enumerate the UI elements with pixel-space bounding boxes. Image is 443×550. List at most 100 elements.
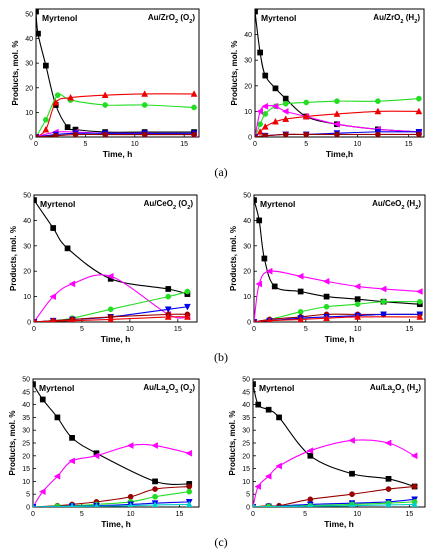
data-point xyxy=(261,123,269,130)
data-point xyxy=(282,95,289,102)
y-tick-label: 50 xyxy=(243,193,251,200)
x-axis-label: Time, h xyxy=(324,519,354,529)
y-tick-label: 10 xyxy=(243,294,251,301)
x-axis-label: Time, h xyxy=(101,334,131,344)
data-point xyxy=(54,92,61,99)
data-point xyxy=(333,120,340,128)
y-tick-label: 30 xyxy=(22,428,30,435)
caption-a: (a) xyxy=(214,165,227,179)
chart-title: Au/La2O3 (O2) xyxy=(143,383,195,395)
data-point xyxy=(107,315,114,322)
data-point xyxy=(43,62,49,69)
chart-title: Au/La2O3 (H2) xyxy=(370,383,422,395)
data-point xyxy=(262,132,269,137)
data-point xyxy=(152,486,158,492)
data-point xyxy=(64,245,71,252)
data-point xyxy=(253,381,256,387)
data-point xyxy=(333,110,341,117)
data-point xyxy=(334,98,340,105)
data-point xyxy=(69,435,75,441)
panel-la2o3-h2: 0 5 10 15 0 5 10 15 20 25 30 35 40 45 50 Time, h Product… xyxy=(228,377,426,529)
y-tick-label: 10 xyxy=(25,110,33,117)
y-axis-label: Products, mol. % xyxy=(228,411,237,476)
y-axis-label: Products, mol. % xyxy=(229,226,238,291)
data-point xyxy=(256,128,264,135)
data-point xyxy=(152,493,158,500)
x-tick-label: 0 xyxy=(252,326,256,333)
y-tick-label: 25 xyxy=(242,441,250,448)
y-tick-label: 40 xyxy=(244,32,252,39)
y-tick-label: 30 xyxy=(243,243,251,250)
annotation-myrtenol: Myrtenol xyxy=(260,199,295,209)
data-point xyxy=(253,503,255,507)
data-point xyxy=(374,107,382,115)
data-point xyxy=(39,488,46,496)
panel-la2o3-o2: 0 5 10 15 0 5 10 15 20 25 30 35 40 45 50 Time, h Product… xyxy=(8,377,200,529)
plot-frame xyxy=(253,194,426,323)
chart-title: Au/ZrO2 (O2) xyxy=(148,13,195,25)
data-point xyxy=(36,134,39,137)
caption-c: (c) xyxy=(214,535,227,549)
data-point xyxy=(184,288,191,295)
data-point xyxy=(141,90,149,97)
data-point xyxy=(380,298,387,305)
x-tick-label: 5 xyxy=(303,511,307,518)
plot-frame xyxy=(254,8,425,138)
x-tick-label: 10 xyxy=(126,326,134,333)
data-point xyxy=(261,255,268,262)
y-tick-label: 50 xyxy=(242,377,250,384)
data-point xyxy=(323,293,330,300)
data-point xyxy=(164,313,172,320)
data-point xyxy=(281,107,289,115)
data-point xyxy=(185,449,193,457)
data-point xyxy=(152,501,159,507)
y-tick-label: 20 xyxy=(242,453,250,460)
data-point xyxy=(272,85,279,92)
x-tick-label: 15 xyxy=(405,141,413,148)
data-point xyxy=(349,470,355,477)
chart-title: Au/CeO2 (H2) xyxy=(372,199,421,211)
y-tick-label: 50 xyxy=(22,377,30,384)
series-line xyxy=(33,503,190,507)
annotation-myrtenol: Myrtenol xyxy=(40,199,75,209)
data-point xyxy=(102,131,109,137)
data-point xyxy=(411,500,418,507)
data-point xyxy=(416,95,422,102)
data-point xyxy=(50,225,57,231)
data-point xyxy=(255,280,263,288)
x-tick-label: 15 xyxy=(174,326,182,333)
x-axis-label: Time, h xyxy=(103,149,133,159)
y-tick-label: 35 xyxy=(22,415,30,422)
data-point xyxy=(50,317,56,322)
data-point xyxy=(254,483,262,490)
data-point xyxy=(282,115,290,122)
y-tick-label: 0 xyxy=(27,320,31,327)
data-point xyxy=(64,124,71,131)
y-tick-label: 40 xyxy=(243,218,251,225)
data-point xyxy=(307,496,314,503)
y-tick-label: 25 xyxy=(22,441,30,448)
data-point xyxy=(68,280,76,288)
data-point xyxy=(254,197,257,203)
x-tick-label: 0 xyxy=(253,141,257,148)
data-point xyxy=(262,111,269,117)
panel-zro2-h2: 0 5 10 15 0 10 20 30 40 Time,h Products, mol. % Au/… xyxy=(230,8,425,159)
x-tick-label: 0 xyxy=(251,511,255,518)
data-point xyxy=(282,131,289,137)
x-tick-label: 5 xyxy=(80,511,84,518)
y-tick-label: 15 xyxy=(22,466,30,473)
data-point xyxy=(165,286,172,292)
data-point xyxy=(257,49,263,56)
data-point xyxy=(54,414,61,421)
data-point xyxy=(256,217,263,224)
x-tick-label: 15 xyxy=(406,326,414,333)
y-tick-label: 10 xyxy=(22,479,30,486)
data-point xyxy=(297,308,304,315)
series-layer xyxy=(34,197,191,322)
y-tick-label: 30 xyxy=(23,243,31,250)
data-point xyxy=(255,401,262,408)
data-point xyxy=(349,491,355,498)
data-point xyxy=(354,313,362,320)
data-point xyxy=(265,267,273,275)
y-tick-label: 50 xyxy=(23,193,31,200)
